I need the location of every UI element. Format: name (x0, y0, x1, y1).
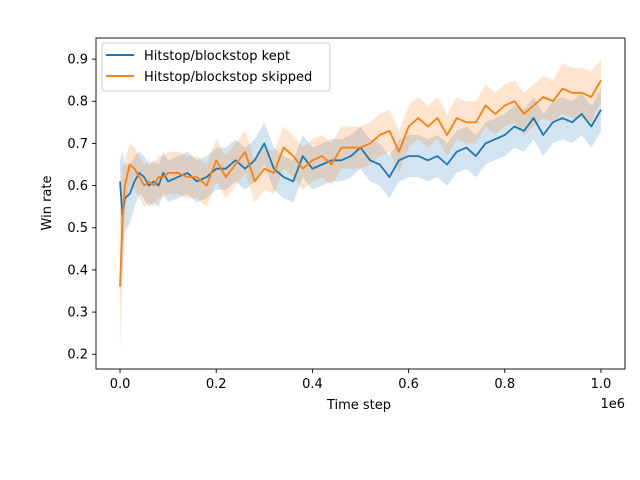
series-lines (119, 79, 602, 287)
series-line-skipped (119, 79, 602, 287)
x-tick-label: 0.8 (494, 377, 515, 392)
x-axis-offset-label: 1e6 (600, 397, 625, 412)
y-axis-ticks: 0.2 0.3 0.4 0.5 0.6 0.7 0.8 0.9 (67, 53, 96, 363)
y-tick-label: 0.9 (67, 53, 88, 68)
y-tick-label: 0.4 (67, 263, 88, 278)
x-tick-label: 0.4 (302, 377, 323, 392)
legend-box (101, 42, 331, 92)
series-line-kept (119, 109, 602, 217)
legend: Hitstop/blockstop kept Hitstop/blockstop… (101, 42, 331, 92)
legend-label-kept: Hitstop/blockstop kept (144, 49, 290, 64)
legend-label-skipped: Hitstop/blockstop skipped (144, 70, 312, 85)
y-tick-label: 0.7 (67, 137, 88, 152)
band-skipped (120, 59, 601, 350)
x-tick-label: 0.0 (110, 377, 131, 392)
x-axis-label: Time step (326, 398, 391, 413)
band-kept (120, 88, 601, 279)
y-tick-label: 0.3 (67, 306, 88, 321)
y-tick-label: 0.8 (67, 95, 88, 110)
y-tick-label: 0.5 (67, 221, 88, 236)
confidence-bands (120, 59, 601, 350)
x-axis-ticks: 0.0 0.2 0.4 0.6 0.8 1.0 (110, 369, 612, 392)
x-tick-label: 0.2 (206, 377, 227, 392)
y-tick-label: 0.6 (67, 179, 88, 194)
y-axis-label: Win rate (40, 176, 55, 231)
x-tick-label: 1.0 (591, 377, 612, 392)
y-tick-label: 0.2 (67, 348, 88, 363)
plot-area-frame (95, 37, 626, 370)
x-tick-label: 0.6 (398, 377, 419, 392)
